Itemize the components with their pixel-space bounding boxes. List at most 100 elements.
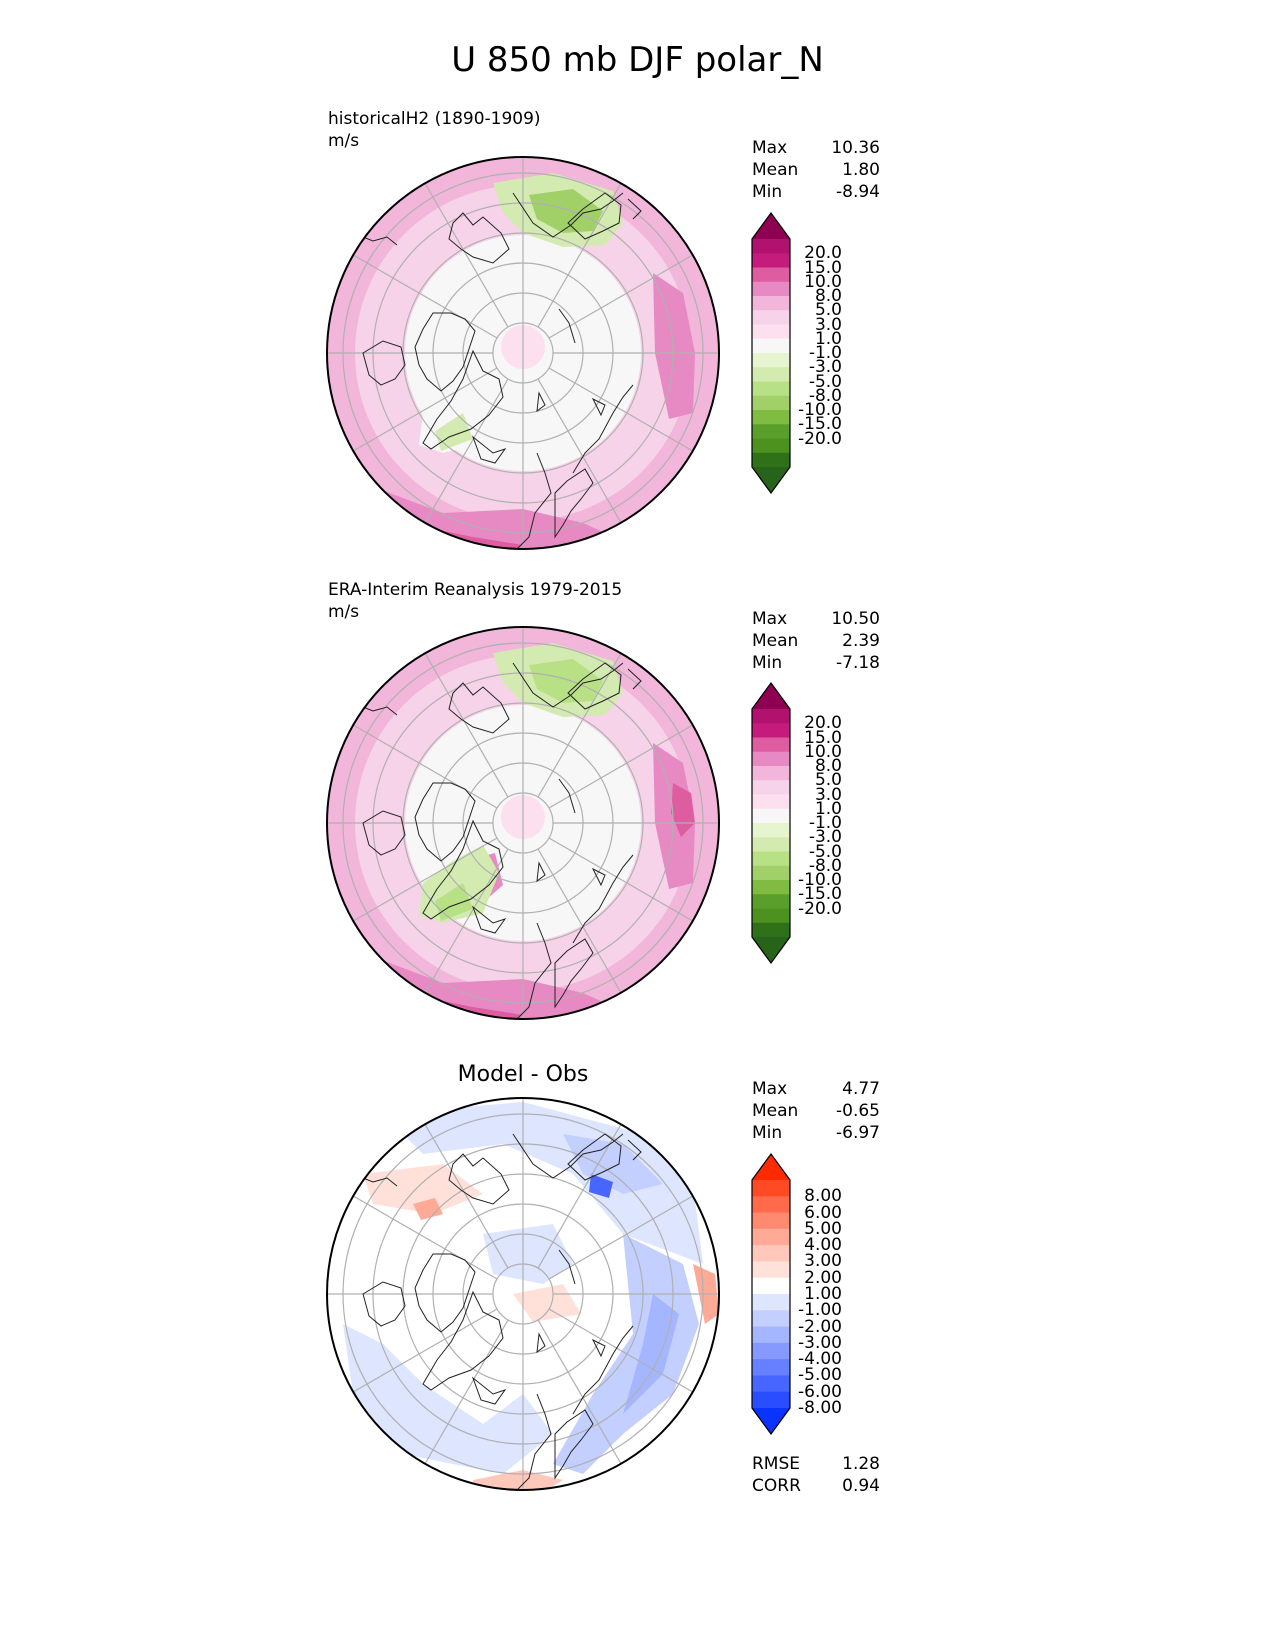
panel-2-units: m/s [328,602,360,622]
meridian [424,182,509,328]
meridian [537,1123,622,1269]
coastline [627,1139,642,1161]
coastline [471,905,507,934]
coastline [512,662,624,708]
coastline [414,312,476,392]
colorbar-tick-label: -8.0 [808,855,842,876]
colorbar-segment [752,780,790,795]
colorbar-segment [752,1245,790,1262]
colorbar-segment [752,267,790,283]
colorbar-tick-label: -1.0 [808,343,842,363]
colorbar-segment [752,865,790,881]
colorbar-segment [752,367,790,382]
panel-2-colorbar-labels: 20.0 15.0 10.0 8.0 5.0 3.0 1.0 -1.0 -3.0 -5.0 -8.0… [790,681,842,965]
colorbar-segment [752,1228,790,1246]
graticule [327,627,719,1019]
colorbar-tick-label: -20.0 [798,898,842,919]
coastline [558,778,576,814]
colorbar-segment [752,922,790,938]
colorbar-segment [752,1359,790,1376]
colorbar-tick-label: -5.0 [808,841,842,862]
colorbar-segment [752,1212,790,1230]
colorbar-extend-bottom [752,1408,790,1434]
meridian [424,1319,509,1465]
colorbar-tick-label: 5.0 [814,300,842,321]
field-positive-top-left [363,1164,483,1214]
meridian [537,652,622,798]
coastline [448,1153,510,1205]
panel-3-colorbar-labels: 8.00 6.00 5.00 4.00 3.00 2.00 1.00 -1.00 -2.00 -3… [790,1152,842,1436]
panel-1-stats: Max 10.36 Mean 1.80 Min -8.94 [752,137,880,203]
meridian [352,837,498,922]
panel-2-stats: Max 10.50 Mean 2.39 Min -7.18 [752,608,880,674]
colorbar-segment [752,395,790,411]
panel-1-polar-map [326,156,720,550]
panel-1-title: historicalH2 (1890-1909) m/s [328,108,541,152]
field-positive-core [413,1198,443,1220]
coastline [554,468,594,539]
field-jet-bottom [363,483,623,549]
colorbar-extend-top [752,1154,790,1180]
colorbar-segment [752,338,790,354]
field-negative-top [383,1102,703,1264]
colorbar-segment [752,709,790,724]
coastline [536,861,546,883]
field-easterlies-core [529,659,603,703]
stat-min: Min -6.97 [752,1123,880,1143]
panel-1-title-line1: historicalH2 (1890-1909) [328,109,541,129]
coastline [536,391,546,413]
colorbar-tick-label: 15.0 [804,727,842,748]
colorbar-tick-label: 4.00 [804,1235,842,1256]
colorbar-segment [752,894,790,909]
colorbar-tick-label: 5.0 [814,770,842,791]
field-greenland-green [435,413,473,451]
colorbar-tick-label: -5.00 [798,1365,842,1386]
colorbar-tick-label: -6.00 [798,1381,842,1402]
coastline [516,922,552,1019]
colorbar-segment [752,410,790,425]
colorbar-segment [752,880,790,895]
coastline [471,435,507,464]
colorbar-segment [752,1310,790,1328]
colorbar-segment [752,851,790,867]
coastline [512,1133,624,1179]
colorbar-tick-label: -3.0 [808,827,842,848]
field-greenland-green [435,883,473,921]
coastline [554,1409,594,1480]
panel-3-colorbar [751,1152,791,1436]
colorbar-tick-label: 10.0 [804,741,842,762]
colorbar-tick-label: 6.00 [804,1202,842,1223]
stat-max: Max 10.36 [752,138,880,158]
colorbar-segment [752,452,790,468]
panel-1-colorbar-labels: 20.0 15.0 10.0 8.0 5.0 3.0 1.0 -1.0 -3.0 -5.0 -8.0… [790,211,842,495]
colorbar-tick-label: 3.0 [814,314,842,335]
coastline [572,854,634,944]
meridian [548,1195,694,1280]
colorbar-segment [752,353,790,368]
colorbar-tick-label: -10.0 [798,870,842,890]
coastline [362,810,406,856]
coastline [422,349,504,450]
colorbar-outline [751,681,791,965]
figure-title: U 850 mb DJF polar_N [451,40,824,80]
coastline [572,1325,634,1415]
colorbar-segment [752,723,790,738]
colorbar-tick-label: 15.0 [804,257,842,278]
field-positive-bottom [473,1470,563,1490]
meridian [424,378,509,524]
panel-3-metrics: RMSE 1.28 CORR 0.94 [752,1453,880,1497]
colorbar-segment [752,1375,790,1393]
coastline [554,938,594,1009]
colorbar-segment [752,737,790,753]
colorbar-segment [752,808,790,824]
coastline [516,1393,552,1490]
colorbar-segment [752,1342,790,1360]
coastline [627,198,642,220]
field-negative-core [563,1134,663,1194]
coastline [591,397,606,417]
panel-2-colorbar [751,681,791,965]
field-negative-left [343,1324,553,1474]
colorbar-outline [751,211,791,495]
stat-mean: Mean 2.39 [752,631,880,651]
colorbar-tick-label: 1.0 [814,798,842,819]
